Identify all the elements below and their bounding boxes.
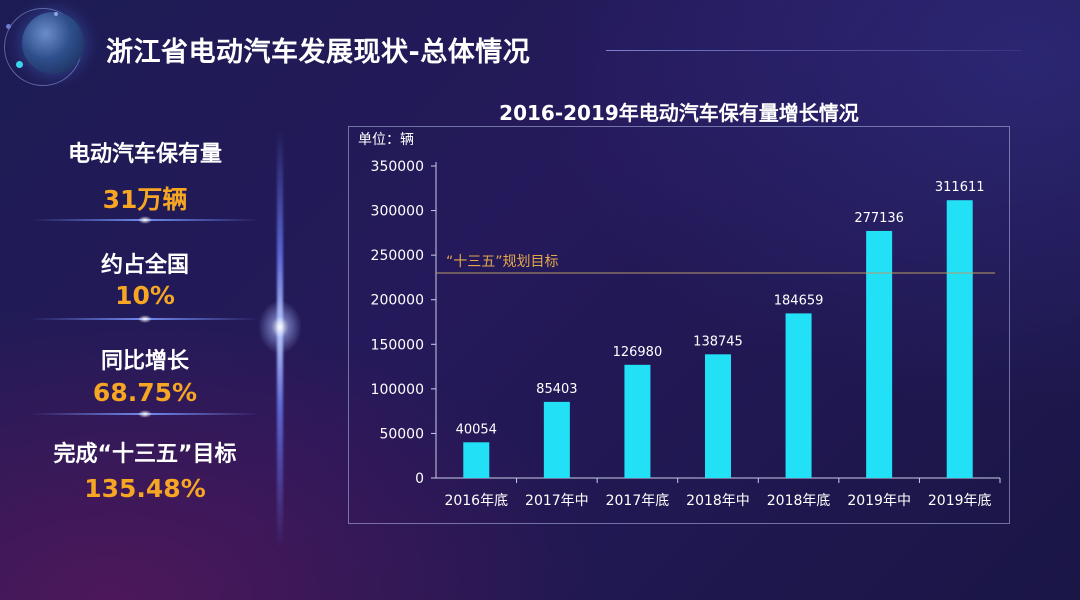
stat-value-national-share: 10%: [115, 281, 175, 310]
page-title: 浙江省电动汽车发展现状-总体情况: [106, 37, 531, 68]
x-tick-label: 2018年底: [767, 493, 831, 509]
bar: [866, 230, 893, 478]
bar-data-label: 40054: [456, 422, 497, 437]
x-tick-label: 2017年底: [606, 493, 670, 509]
stat-value-plan-completion: 135.48%: [84, 474, 206, 503]
stat-divider: [30, 315, 260, 323]
stat-divider: [30, 410, 260, 418]
x-tick-label: 2017年中: [525, 493, 589, 509]
stat-divider: [30, 216, 260, 224]
target-reference-label: “十三五”规划目标: [446, 254, 559, 270]
stat-label-yoy-growth: 同比增长: [100, 349, 189, 374]
decorative-dot: [16, 61, 23, 68]
bar-data-label: 138745: [693, 334, 743, 349]
decorative-light-flare: [258, 300, 302, 354]
stats-panel: 电动汽车保有量 31万辆 约占全国 10% 同比增长 68.75% 完成“十三五…: [0, 0, 300, 600]
bar-data-label: 277136: [854, 211, 904, 226]
bar: [705, 354, 731, 478]
stat-label-national-share: 约占全国: [100, 253, 189, 278]
y-tick-label: 100000: [371, 382, 424, 398]
y-tick-label: 150000: [371, 337, 424, 353]
y-tick-label: 0: [415, 471, 424, 487]
title-underline: [606, 50, 1022, 51]
chart-title: 2016-2019年电动汽车保有量增长情况: [499, 101, 859, 125]
decorative-orb: [22, 12, 84, 74]
y-tick-label: 250000: [371, 248, 424, 264]
y-tick-label: 200000: [371, 293, 424, 309]
bar: [946, 200, 973, 478]
y-tick-label: 50000: [379, 426, 424, 442]
bar: [785, 313, 812, 478]
x-tick-label: 2016年底: [444, 493, 508, 509]
stat-value-yoy-growth: 68.75%: [92, 378, 198, 407]
decorative-dot: [54, 12, 58, 16]
x-tick-label: 2019年中: [847, 493, 911, 509]
chart-unit-label: 单位：辆: [358, 132, 414, 148]
stat-value-ownership: 31万辆: [102, 185, 188, 214]
x-tick-label: 2018年中: [686, 493, 750, 509]
bar: [463, 442, 490, 478]
chart-frame: [348, 126, 1010, 524]
stat-label-ownership: 电动汽车保有量: [67, 142, 222, 167]
y-tick-label: 300000: [371, 204, 424, 220]
bar-data-label: 184659: [774, 293, 824, 308]
y-tick-label: 350000: [371, 159, 424, 175]
bar-data-label: 85403: [536, 382, 577, 397]
bar-data-label: 311611: [935, 180, 985, 195]
bar: [543, 401, 570, 478]
x-tick-label: 2019年底: [928, 493, 992, 509]
stat-label-plan-completion: 完成“十三五”目标: [53, 442, 237, 467]
bar-data-label: 126980: [613, 345, 663, 360]
bar: [624, 364, 651, 478]
decorative-dot: [6, 24, 11, 29]
